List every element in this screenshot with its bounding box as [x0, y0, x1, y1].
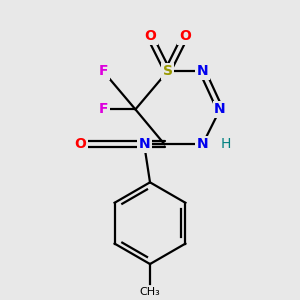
Text: N: N	[197, 64, 208, 78]
Text: H: H	[221, 137, 231, 152]
Text: N: N	[138, 137, 150, 152]
Text: N: N	[197, 137, 208, 152]
Text: O: O	[144, 29, 156, 44]
Text: CH₃: CH₃	[140, 287, 160, 297]
Text: N: N	[214, 102, 226, 116]
Text: S: S	[163, 64, 172, 78]
Text: O: O	[179, 29, 191, 44]
Text: F: F	[99, 64, 108, 78]
Text: F: F	[99, 102, 108, 116]
Text: O: O	[74, 137, 86, 152]
